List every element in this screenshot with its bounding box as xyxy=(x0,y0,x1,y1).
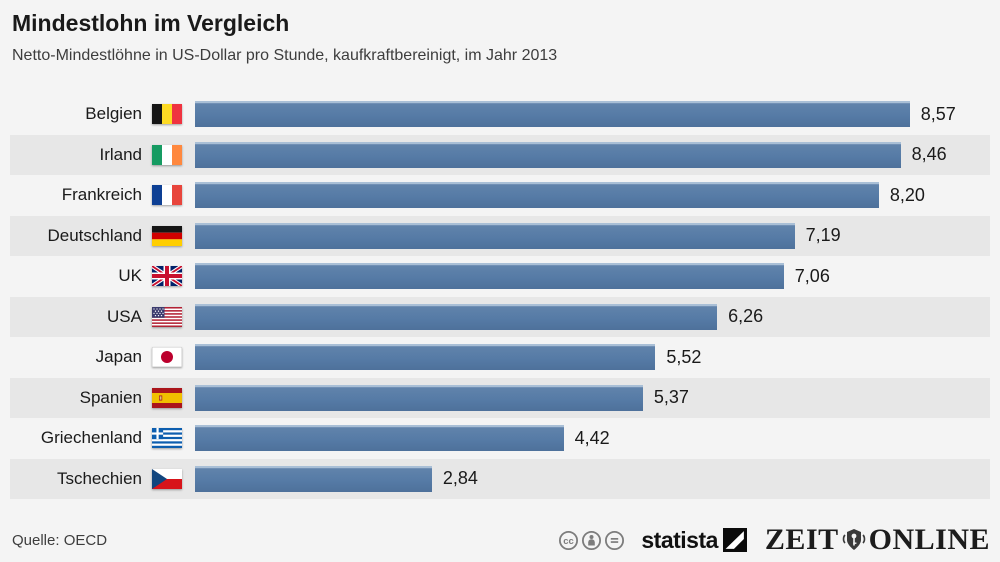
source-label: Quelle: OECD xyxy=(12,531,108,549)
value-label: 7,06 xyxy=(794,265,830,286)
chart-row: Irland 8,46 xyxy=(10,134,990,175)
license-icons: cc xyxy=(558,530,625,551)
footer: Quelle: OECD cc xyxy=(12,524,990,556)
online-logo-text: ONLINE xyxy=(868,523,990,556)
country-label: Griechenland xyxy=(40,428,142,448)
country-label: USA xyxy=(107,306,142,326)
country-label: Belgien xyxy=(85,104,142,124)
flag-japan-icon xyxy=(152,347,182,368)
flag-czech-icon xyxy=(152,468,182,489)
page-title: Mindestlohn im Vergleich xyxy=(12,10,290,36)
chart-row: Belgien 8,57 xyxy=(10,94,990,135)
statista-logo-text: statista xyxy=(641,526,718,553)
page-subtitle: Netto-Mindestlöhne in US-Dollar pro Stun… xyxy=(12,46,558,64)
flag-greece-icon xyxy=(152,428,182,449)
chart-row: Japan 5,52 xyxy=(10,337,990,378)
chart-row: UK 7,06 xyxy=(10,256,990,297)
country-label: Deutschland xyxy=(47,225,142,245)
flag-spain-icon xyxy=(152,387,182,408)
statista-logo: statista xyxy=(641,527,747,554)
country-label: UK xyxy=(118,266,142,286)
value-bar xyxy=(195,425,564,452)
header: Mindestlohn im Vergleich Netto-Mindestlö… xyxy=(12,10,988,65)
flag-belgium-icon xyxy=(152,104,182,125)
chart-row: Deutschland 7,19 xyxy=(10,215,990,256)
value-label: 6,26 xyxy=(728,306,764,327)
value-bar xyxy=(195,303,718,330)
country-label: Spanien xyxy=(79,387,142,407)
value-label: 5,52 xyxy=(666,346,702,367)
value-bar xyxy=(195,384,643,411)
value-label: 4,42 xyxy=(574,427,610,448)
zeit-crest-icon xyxy=(841,527,867,553)
flag-uk-icon xyxy=(152,266,182,287)
value-bar xyxy=(195,344,656,371)
svg-text:cc: cc xyxy=(564,536,575,547)
cc-attribution-icon xyxy=(581,530,602,551)
country-label: Irland xyxy=(99,144,142,164)
flag-germany-icon xyxy=(152,225,182,246)
chart-row: Tschechien 2,84 xyxy=(10,458,990,499)
statista-logo-icon xyxy=(722,528,747,552)
value-label: 5,37 xyxy=(653,387,689,408)
country-label: Japan xyxy=(95,347,142,367)
value-label: 8,57 xyxy=(920,103,956,124)
bar-chart: Belgien 8,57 Irland 8,46 Frankreich 8,20 Deuts… xyxy=(0,94,1000,499)
country-label: Tschechien xyxy=(56,468,142,488)
value-label: 8,20 xyxy=(889,184,925,205)
value-bar xyxy=(195,222,795,249)
value-label: 8,46 xyxy=(911,144,947,165)
chart-row: Griechenland 4,42 xyxy=(10,418,990,459)
cc-no-derivatives-icon xyxy=(604,530,625,551)
country-label: Frankreich xyxy=(61,185,142,205)
zeit-logo-text: ZEIT xyxy=(764,523,839,556)
value-label: 7,19 xyxy=(805,225,841,246)
value-label: 2,84 xyxy=(442,468,478,489)
flag-france-icon xyxy=(152,185,182,206)
cc-icon: cc xyxy=(558,530,579,551)
value-bar xyxy=(195,141,901,168)
zeit-online-logo: ZEIT ONLINE xyxy=(765,525,990,555)
value-bar xyxy=(195,263,784,290)
value-bar xyxy=(195,101,910,128)
flag-usa-icon xyxy=(152,306,182,327)
footer-logos: cc statista xyxy=(558,525,990,555)
value-bar xyxy=(195,182,879,209)
chart-row: USA 6,26 xyxy=(10,296,990,337)
chart-row: Frankreich 8,20 xyxy=(10,175,990,216)
chart-row: Spanien 5,37 xyxy=(10,377,990,418)
flag-ireland-icon xyxy=(152,144,182,165)
value-bar xyxy=(195,465,432,492)
